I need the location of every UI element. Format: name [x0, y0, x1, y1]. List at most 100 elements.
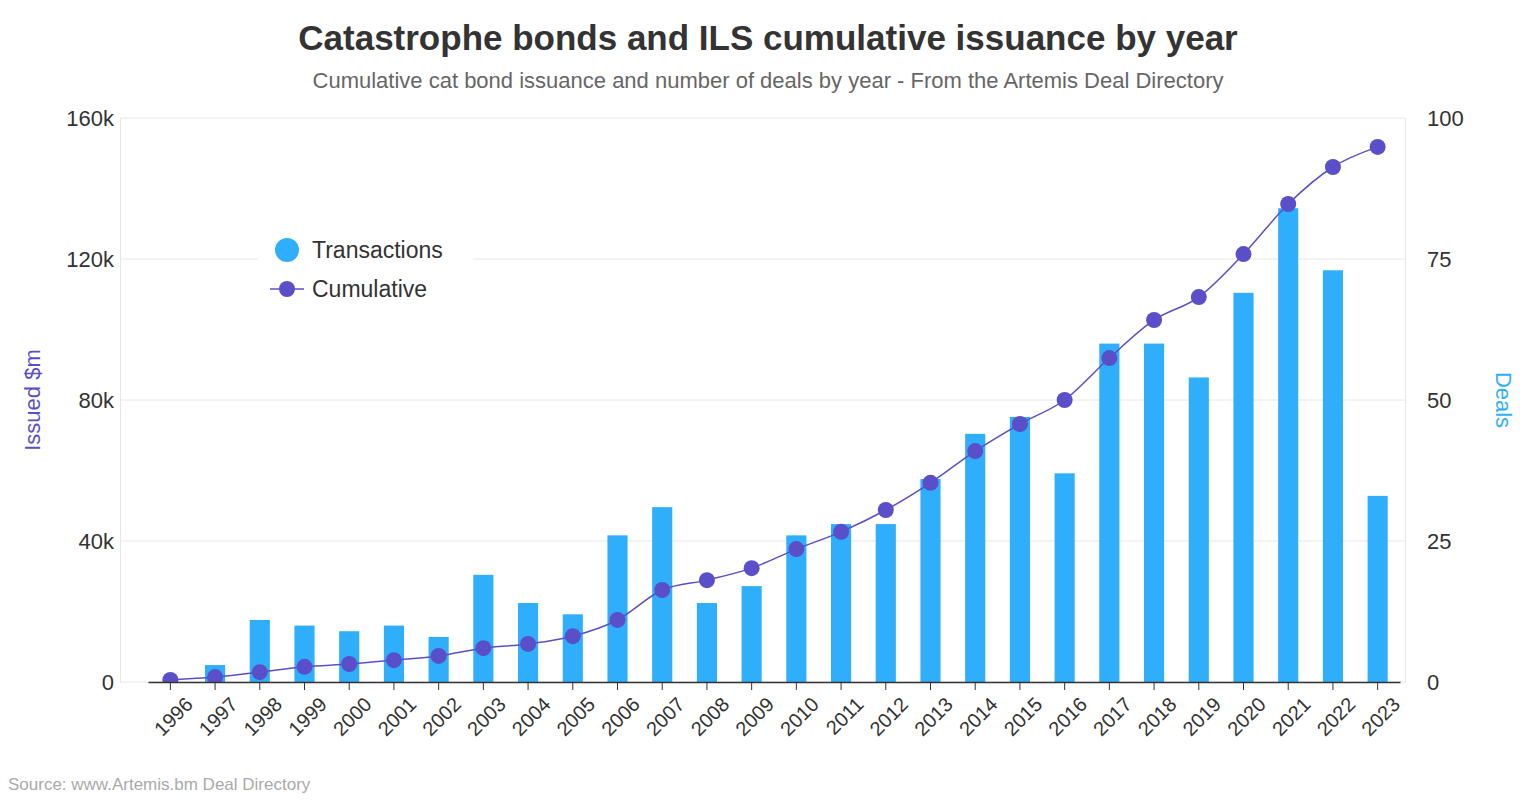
legend: Transactions Cumulative [258, 228, 473, 310]
tick: 120k [66, 247, 120, 272]
bar [1189, 377, 1209, 682]
tick: 2000 [329, 682, 376, 740]
plot-area [162, 139, 1387, 682]
tick-label: 0 [102, 670, 114, 695]
tick-mark [1332, 682, 1333, 690]
legend-item: Cumulative [270, 276, 427, 302]
tick-mark [751, 682, 752, 690]
tick-label: 2020 [1223, 693, 1270, 740]
tick-mark [796, 682, 797, 690]
bar [563, 614, 583, 682]
tick: 2003 [463, 682, 510, 740]
tick: 2019 [1178, 682, 1225, 740]
tick: 80k [79, 388, 120, 413]
tick-mark [1377, 682, 1378, 690]
point [431, 648, 447, 664]
tick: 2020 [1223, 682, 1270, 740]
title: Catastrophe bonds and ILS cumulative iss… [298, 18, 1238, 57]
tick: 2023 [1357, 682, 1404, 740]
tick-label: 2022 [1312, 693, 1359, 740]
tick: 1996 [150, 682, 197, 740]
point [744, 560, 760, 576]
tick-mark [975, 682, 976, 690]
tick-label: 2013 [910, 693, 957, 740]
point [252, 664, 268, 680]
tick-label: 2015 [999, 693, 1046, 740]
grid-line [120, 400, 1405, 401]
tick: 2004 [508, 682, 555, 740]
tick: 2014 [955, 682, 1002, 740]
bar [1368, 496, 1388, 682]
point [565, 628, 581, 644]
point [833, 524, 849, 540]
grid-line [120, 118, 1405, 119]
subtitle: Cumulative cat bond issuance and number … [313, 68, 1224, 93]
tick-mark [662, 682, 663, 690]
point [1101, 350, 1117, 366]
x-axis: 1996199719981999200020012002200320042005… [149, 682, 1405, 740]
tick: 2012 [865, 682, 912, 740]
tick: 2001 [373, 682, 420, 740]
point [1191, 289, 1207, 305]
tick: 25 [1405, 529, 1451, 554]
tick-label: 25 [1427, 529, 1451, 554]
grid-line [120, 541, 1405, 542]
tick-label: 2010 [776, 693, 823, 740]
tick: 50 [1405, 388, 1451, 413]
tick-label: 1997 [195, 693, 242, 740]
bar [339, 631, 359, 682]
bar [786, 535, 806, 682]
tick-label: 2000 [329, 693, 376, 740]
chart: Catastrophe bonds and ILS cumulative iss… [0, 0, 1536, 806]
point [1146, 312, 1162, 328]
tick-label: 2023 [1357, 693, 1404, 740]
bar [831, 524, 851, 682]
bar [1099, 344, 1119, 682]
tick: 2002 [418, 682, 465, 740]
tick-mark [572, 682, 573, 690]
bar [294, 626, 314, 682]
bar [1144, 344, 1164, 682]
point [386, 652, 402, 668]
legend-item: Transactions [275, 237, 443, 263]
tick-label: 2005 [552, 693, 599, 740]
tick: 2013 [910, 682, 957, 740]
tick-label: 2012 [865, 693, 912, 740]
point [297, 659, 313, 675]
tick-label: 75 [1427, 247, 1451, 272]
tick-label: 50 [1427, 388, 1451, 413]
bar [473, 575, 493, 682]
tick: 160k [66, 106, 120, 131]
point [1280, 196, 1296, 212]
tick-mark [1198, 682, 1199, 690]
point [923, 475, 939, 491]
tick-label: 2009 [731, 693, 778, 740]
tick-label: 80k [79, 388, 115, 413]
tick-mark [170, 682, 171, 690]
tick: 100 [1405, 106, 1464, 131]
tick-label: 2002 [418, 693, 465, 740]
tick-label: 2021 [1268, 693, 1315, 740]
bar [920, 479, 940, 682]
y2-axis: 0 25 50 75 100 [1405, 106, 1464, 695]
bar [1323, 270, 1343, 682]
point [654, 582, 670, 598]
point [878, 502, 894, 518]
bar [518, 603, 538, 682]
point [475, 640, 491, 656]
legend-label: Cumulative [312, 276, 427, 302]
tick-mark [304, 682, 305, 690]
tick-mark [1019, 682, 1020, 690]
point [162, 672, 178, 682]
point [1236, 246, 1252, 262]
tick-mark [1243, 682, 1244, 690]
tick-label: 2014 [955, 693, 1002, 740]
tick: 2017 [1089, 682, 1136, 740]
bar [742, 586, 762, 682]
tick-mark [349, 682, 350, 690]
legend-box [258, 228, 473, 310]
tick-label: 2018 [1134, 693, 1181, 740]
tick: 0 [1405, 670, 1439, 695]
tick: 2007 [642, 682, 689, 740]
axis-line [120, 119, 121, 683]
